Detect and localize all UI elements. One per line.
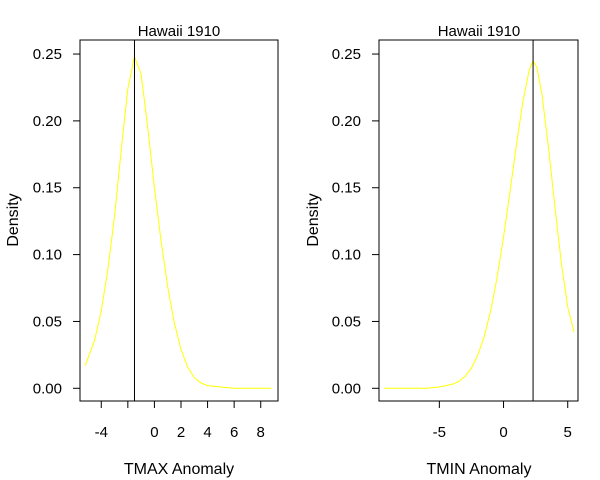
x-tick-label: 0 <box>150 424 158 441</box>
panel-tmin: Hawaii 1910 Density TMIN Anomaly 0.000.0… <box>305 23 579 478</box>
x-tick-label: 6 <box>230 424 238 441</box>
x-tick-label: 2 <box>177 424 185 441</box>
density-curve <box>84 54 272 389</box>
y-tick-label: 0.20 <box>33 113 62 130</box>
y-axis: 0.00 0.05 0.10 0.15 0.20 0.25 <box>33 46 80 397</box>
y-tick-label: 0.15 <box>33 180 62 197</box>
y-axis: 0.00 0.05 0.10 0.15 0.20 0.25 <box>332 46 379 397</box>
x-tick-label: 5 <box>564 424 572 441</box>
y-tick-label: 0.20 <box>332 113 361 130</box>
y-tick-label: 0.10 <box>33 247 62 264</box>
panel-title: Hawaii 1910 <box>138 23 221 40</box>
x-tick-label: 8 <box>257 424 265 441</box>
panel-title: Hawaii 1910 <box>438 23 521 40</box>
y-tick-label: 0.00 <box>33 380 62 397</box>
plot-frame <box>378 39 579 402</box>
y-tick-label: 0.05 <box>332 313 361 330</box>
y-tick-label: 0.10 <box>332 247 361 264</box>
x-axis-label: TMAX Anomaly <box>124 461 234 478</box>
y-tick-label: 0.00 <box>332 380 361 397</box>
y-tick-label: 0.05 <box>33 313 62 330</box>
y-tick-label: 0.15 <box>332 180 361 197</box>
x-tick-label: -4 <box>95 424 108 441</box>
x-axis: -4 0 2 4 6 8 <box>95 401 265 441</box>
y-tick-label: 0.25 <box>33 46 62 63</box>
panel-tmax: Hawaii 1910 Density TMAX Anomaly 0.000.0… <box>5 23 279 478</box>
density-curve <box>384 59 575 389</box>
y-axis-label: Density <box>305 193 322 246</box>
x-tick-label: 4 <box>203 424 211 441</box>
plot-frame <box>79 39 279 402</box>
x-axis-label: TMIN Anomaly <box>427 461 532 478</box>
x-tick-label: 0 <box>499 424 507 441</box>
x-tick-label: -5 <box>433 424 446 441</box>
y-axis-label: Density <box>5 193 22 246</box>
y-tick-label: 0.25 <box>332 46 361 63</box>
x-axis: -5 0 5 <box>433 401 572 441</box>
